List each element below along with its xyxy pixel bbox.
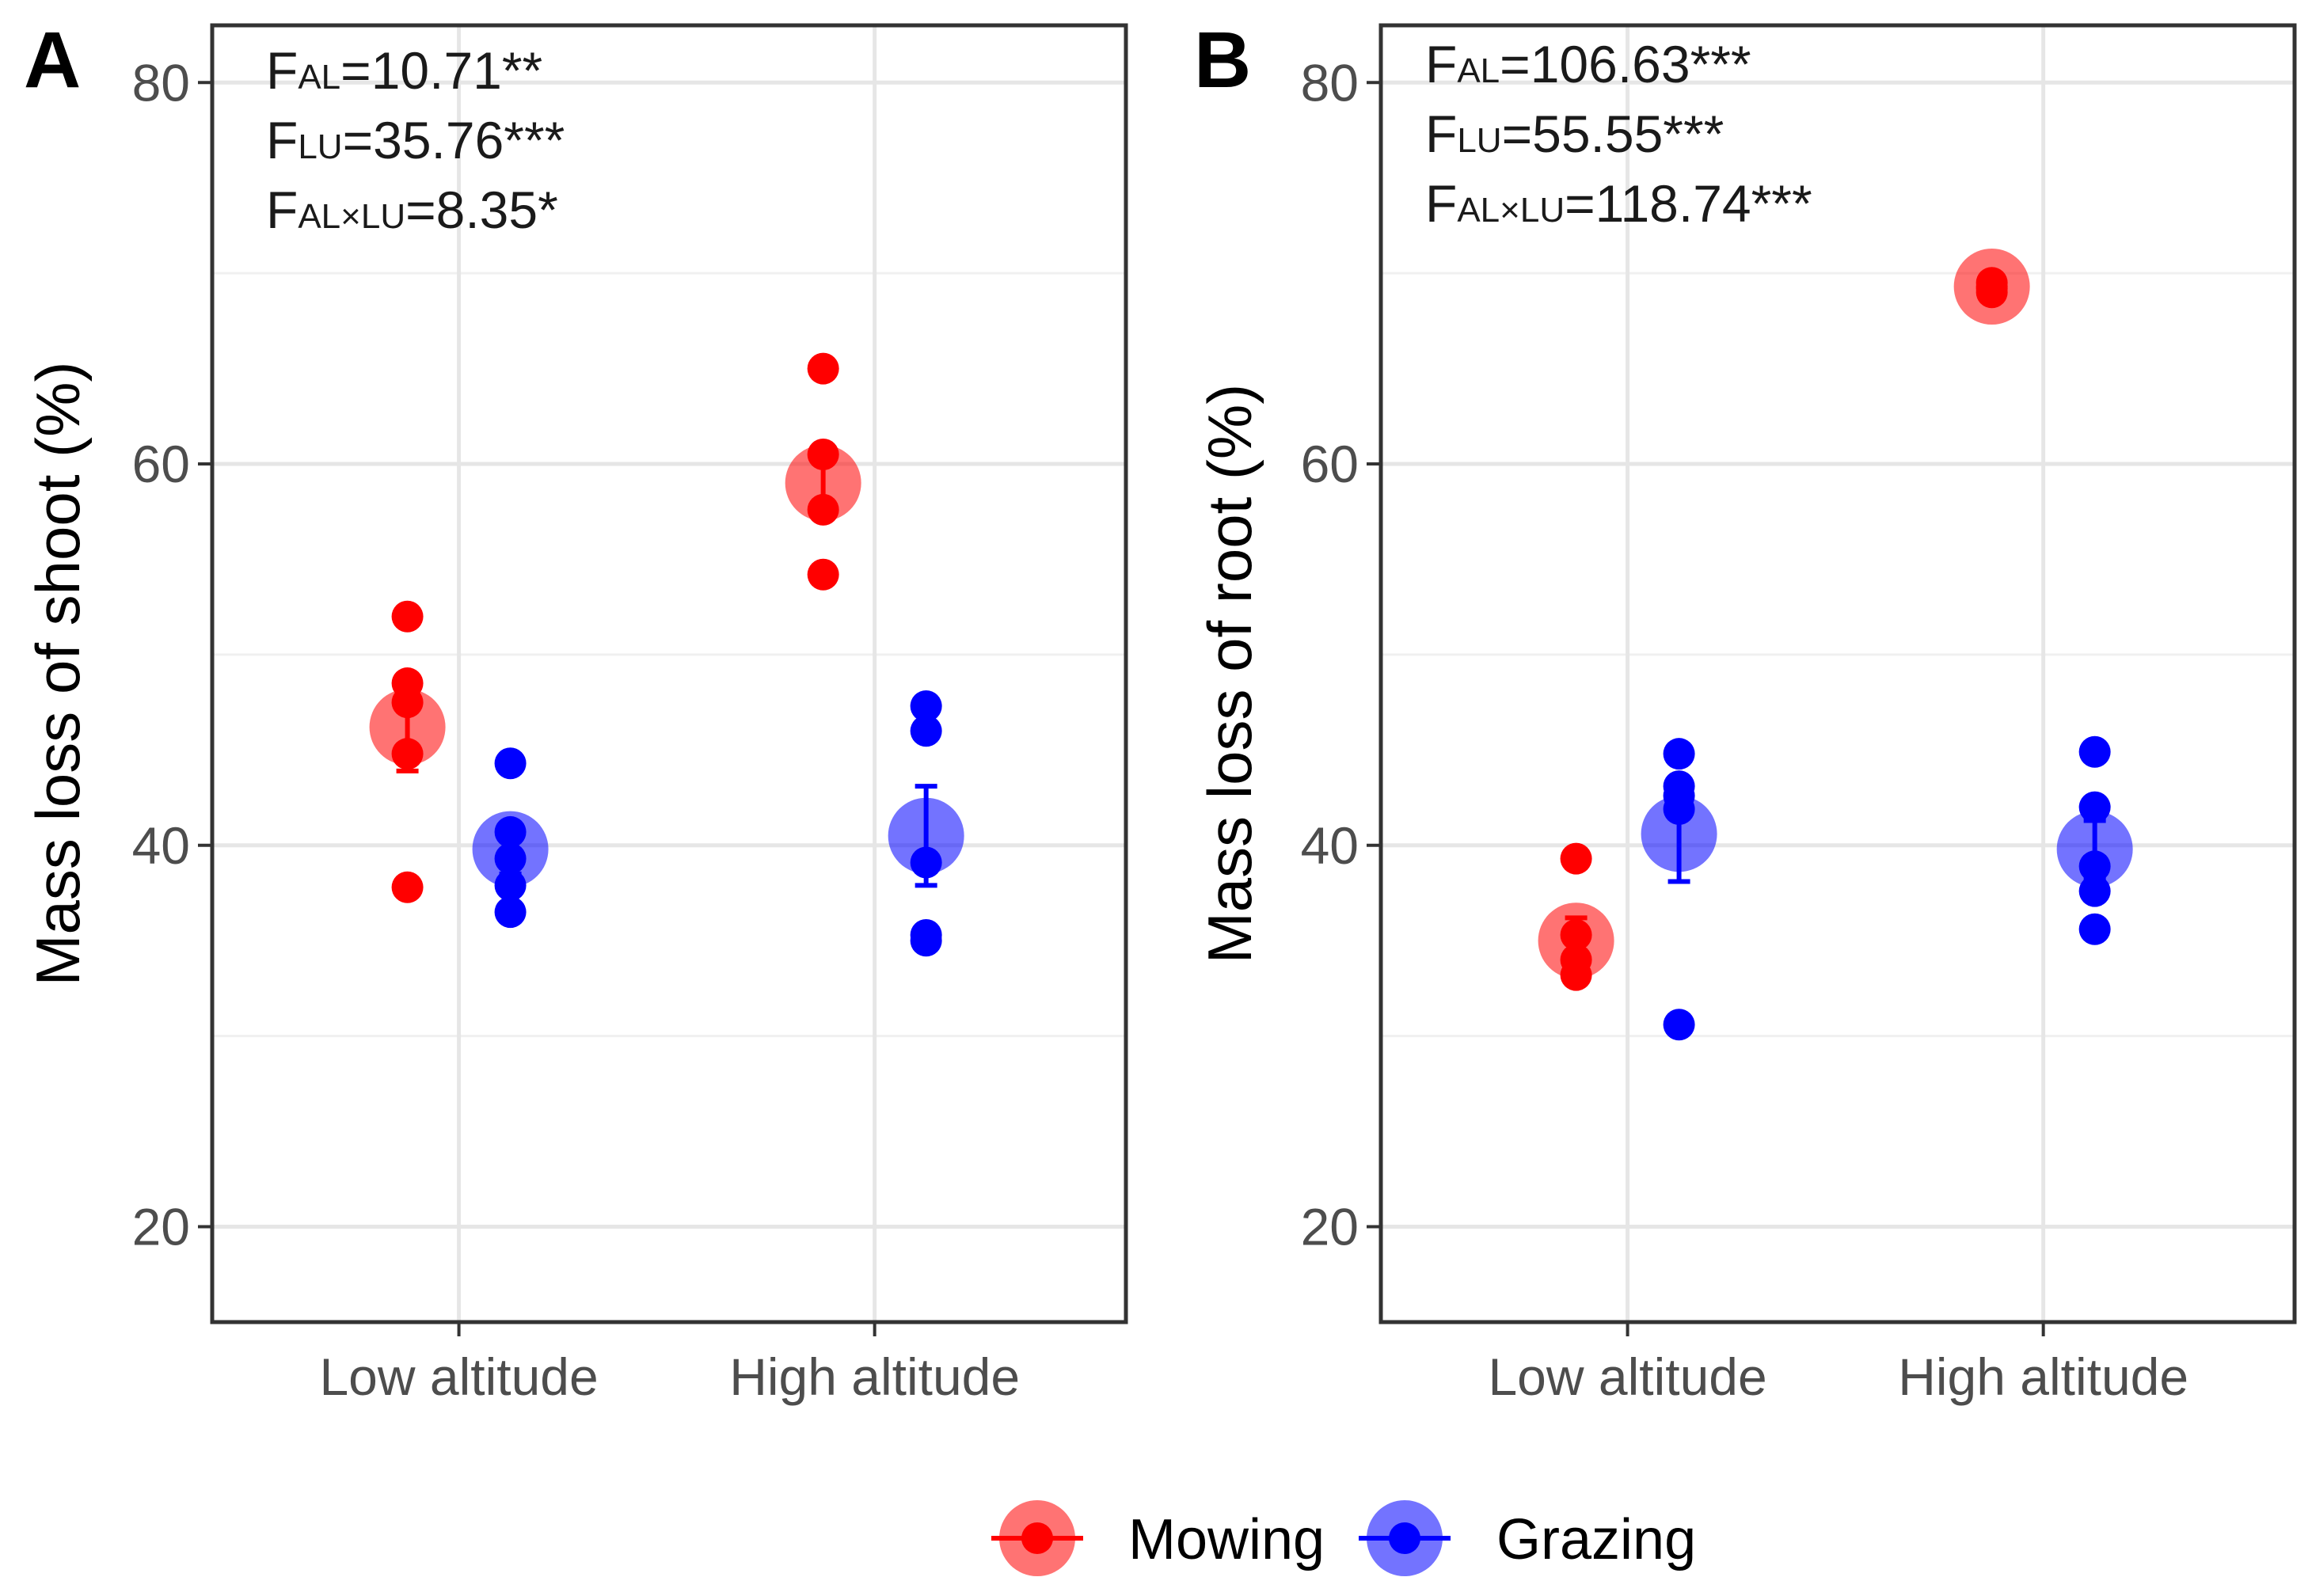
stat-prefix: F	[1425, 35, 1457, 93]
stat-annotation: FAL×LU=8.35*	[266, 180, 558, 239]
grazing-data-point	[2078, 913, 2111, 945]
panel-border	[210, 23, 1128, 1324]
panel-b: 20 40 60 80 Low altitude High altitude B Mass l…	[1194, 16, 2297, 1406]
mowing-data-point	[807, 558, 839, 591]
stat-value: =118.74***	[1565, 174, 1812, 233]
panel-letter: B	[1194, 16, 1251, 104]
panel-letter: A	[24, 16, 81, 104]
stat-prefix: F	[266, 41, 298, 100]
y-tick-label: 80	[132, 53, 190, 112]
stat-annotation: FLU=35.76***	[266, 111, 565, 169]
grazing-data-point	[1663, 1009, 1695, 1041]
mowing-data-point	[1560, 842, 1592, 875]
legend-point	[1389, 1522, 1420, 1554]
y-tick-label: 40	[1301, 816, 1359, 875]
legend-key-grazing	[1359, 1500, 1451, 1576]
stat-subscript: AL	[298, 58, 340, 97]
panel-a: 20 40 60 80 Low altitude High altitude A Mass l…	[23, 16, 1128, 1406]
grazing-data-point	[2078, 735, 2111, 768]
stat-value: =35.76***	[343, 111, 565, 169]
mowing-data-point	[1560, 959, 1592, 991]
grazing-data-point	[910, 925, 942, 957]
stat-value: =8.35*	[405, 180, 558, 239]
y-tick-label: 60	[132, 435, 190, 493]
stat-prefix: F	[1425, 104, 1457, 163]
stat-subscript: AL×LU	[298, 197, 405, 236]
grazing-data-point	[494, 747, 527, 780]
y-tick-label: 60	[1301, 435, 1359, 493]
stat-annotation: FLU=55.55***	[1425, 104, 1724, 163]
plot-background	[212, 25, 1126, 1322]
mowing-data-point	[391, 738, 424, 770]
grazing-data-point	[494, 896, 527, 929]
stat-prefix: F	[266, 111, 298, 169]
stat-prefix: F	[266, 180, 298, 239]
stat-annotation: FAL×LU=118.74***	[1425, 174, 1812, 233]
grazing-data-point	[2078, 791, 2111, 823]
mowing-data-point	[807, 493, 839, 526]
y-tick-label: 20	[132, 1198, 190, 1256]
mowing-data-point	[391, 871, 424, 903]
mowing-data-point	[1560, 919, 1592, 952]
grazing-data-point	[494, 815, 527, 848]
stat-prefix: F	[1425, 174, 1457, 233]
mowing-data-point	[807, 352, 839, 385]
grazing-data-point	[2078, 850, 2111, 883]
grazing-data-point	[1663, 793, 1695, 826]
plot-background	[1381, 25, 2295, 1322]
x-tick-label: Low altitude	[1488, 1347, 1766, 1406]
stat-subscript: LU	[1457, 121, 1501, 160]
grazing-data-point	[494, 842, 527, 875]
y-tick-label: 40	[132, 816, 190, 875]
stat-subscript: AL	[1457, 51, 1500, 90]
grazing-data-point	[1663, 738, 1695, 770]
y-axis-title: Mass loss of root (%)	[1195, 384, 1264, 964]
y-tick-label: 80	[1301, 53, 1359, 112]
stat-subscript: LU	[298, 127, 342, 166]
stat-annotation: FAL=10.71**	[266, 41, 542, 100]
mowing-data-point	[807, 438, 839, 470]
stat-value: =106.63***	[1500, 35, 1751, 93]
stat-value: =55.55***	[1502, 104, 1724, 163]
x-tick-label: High altitude	[729, 1347, 1020, 1406]
stat-value: =10.71**	[340, 41, 542, 100]
legend-label-mowing: Mowing	[1128, 1508, 1325, 1571]
x-tick-label: Low altitude	[319, 1347, 598, 1406]
legend-label-grazing: Grazing	[1496, 1508, 1696, 1571]
grazing-data-point	[2078, 875, 2111, 907]
mowing-data-point	[1975, 271, 2008, 303]
legend-key-mowing	[991, 1500, 1083, 1576]
mowing-data-point	[391, 686, 424, 719]
mowing-data-point	[391, 600, 424, 633]
legend: Mowing Grazing	[991, 1500, 1696, 1576]
stat-subscript: AL×LU	[1457, 191, 1565, 230]
grazing-data-point	[494, 869, 527, 902]
y-axis-title: Mass loss of shoot (%)	[23, 362, 93, 986]
x-tick-label: High altitude	[1898, 1347, 2188, 1406]
legend-point	[1021, 1522, 1053, 1554]
stat-annotation: FAL=106.63***	[1425, 35, 1751, 93]
grazing-data-point	[910, 690, 942, 722]
panel-border	[1378, 23, 2297, 1324]
grazing-data-point	[910, 846, 942, 879]
y-tick-label: 20	[1301, 1198, 1359, 1256]
grazing-data-point	[910, 715, 942, 747]
